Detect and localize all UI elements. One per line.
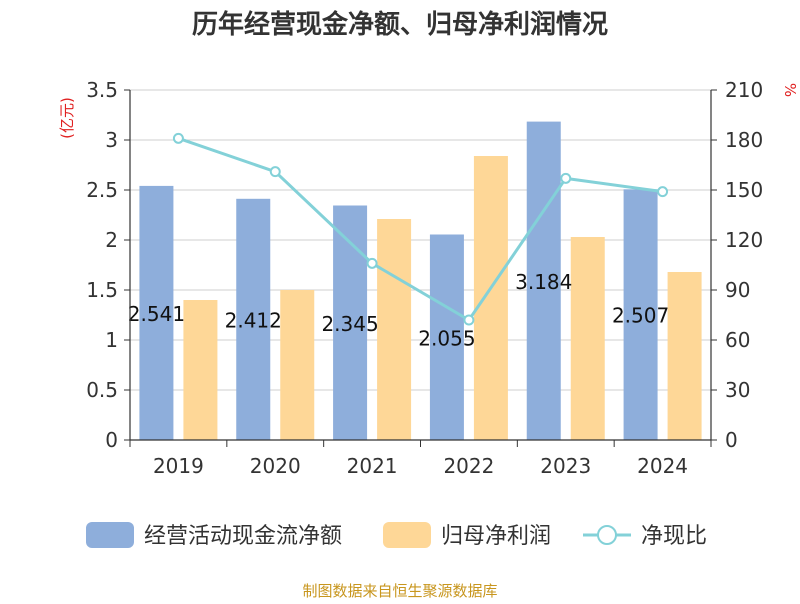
bar-value-label: 2.345 xyxy=(321,312,378,336)
legend-swatch xyxy=(86,522,134,548)
y-right-tick-label: 120 xyxy=(725,228,763,252)
y-right-axis-label: % xyxy=(781,83,799,97)
legend-label: 经营活动现金流净额 xyxy=(144,524,342,549)
legend-swatch-marker xyxy=(597,525,617,545)
y-left-tick-label: 2 xyxy=(105,228,118,252)
x-tick-label: 2020 xyxy=(250,454,301,478)
bar xyxy=(236,198,271,440)
y-left-tick-label: 3.5 xyxy=(86,78,118,102)
y-right-tick-label: 210 xyxy=(725,78,763,102)
axes-layer: 0 0.5 1 1.5 2 2.5 3 3.5 0 30 60 90 120 150 180 210 2019 2… xyxy=(86,78,763,478)
y-left-tick-label: 1 xyxy=(105,328,118,352)
bar xyxy=(526,121,561,440)
bar-value-label: 2.507 xyxy=(612,304,669,328)
bar xyxy=(667,272,702,440)
x-tick-label: 2023 xyxy=(540,454,591,478)
y-right-tick-label: 30 xyxy=(725,378,750,402)
ratio-point xyxy=(560,172,572,184)
chart-title: 历年经营现金净额、归母净利润情况 xyxy=(192,9,608,40)
bar xyxy=(429,234,464,440)
legend: 经营活动现金流净额 归母净利润 净现比 xyxy=(86,522,707,549)
y-left-tick-label: 2.5 xyxy=(86,178,118,202)
legend-swatch xyxy=(383,522,431,548)
bars-layer xyxy=(139,121,702,440)
source-note: 制图数据来自恒生聚源数据库 xyxy=(302,582,497,600)
y-left-tick-label: 0 xyxy=(105,428,118,452)
y-right-tick-label: 180 xyxy=(725,128,763,152)
bar xyxy=(183,300,218,440)
legend-label: 净现比 xyxy=(641,524,707,549)
y-left-tick-label: 3 xyxy=(105,128,118,152)
ratio-point xyxy=(463,314,475,326)
ratio-point xyxy=(269,166,281,178)
x-tick-label: 2021 xyxy=(347,454,398,478)
x-tick-label: 2022 xyxy=(443,454,494,478)
bar xyxy=(623,189,658,440)
bar xyxy=(280,290,315,440)
bar-value-label: 2.541 xyxy=(128,302,185,326)
data-labels: 2.541 2.412 2.345 2.055 3.184 2.507 xyxy=(128,270,669,350)
y-left-axis-label: (亿元) xyxy=(58,97,76,139)
x-tick-label: 2019 xyxy=(153,454,204,478)
bar xyxy=(570,237,605,440)
ratio-line xyxy=(177,136,663,323)
line-layer xyxy=(172,132,669,326)
bar xyxy=(377,219,412,440)
y-right-tick-label: 150 xyxy=(725,178,763,202)
bar-value-label: 2.055 xyxy=(418,326,475,350)
y-right-tick-label: 90 xyxy=(725,278,750,302)
ratio-point xyxy=(366,257,378,269)
legend-label: 归母净利润 xyxy=(441,524,551,549)
y-right-tick-label: 60 xyxy=(725,328,750,352)
x-tick-label: 2024 xyxy=(637,454,688,478)
ratio-point xyxy=(657,186,669,198)
bar xyxy=(333,205,368,440)
bar-value-label: 2.412 xyxy=(225,308,282,332)
y-right-tick-label: 0 xyxy=(725,428,738,452)
bar xyxy=(139,185,174,440)
y-left-tick-label: 0.5 xyxy=(86,378,118,402)
bar-value-label: 3.184 xyxy=(515,270,572,294)
y-left-tick-label: 1.5 xyxy=(86,278,118,302)
ratio-point xyxy=(172,132,184,144)
bar xyxy=(473,156,508,440)
